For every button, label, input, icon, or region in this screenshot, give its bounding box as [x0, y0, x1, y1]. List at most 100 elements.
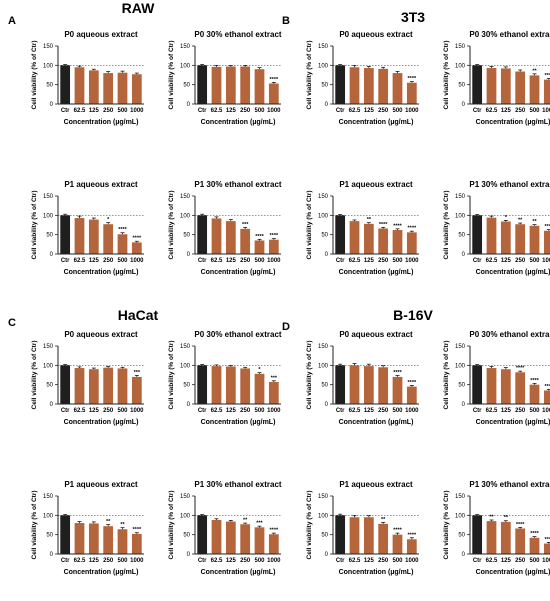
significance-marker: ** — [518, 218, 523, 224]
x-tick-label: 250 — [515, 558, 526, 564]
y-tick-label: 0 — [187, 102, 191, 108]
bar — [335, 515, 346, 554]
bar — [486, 368, 497, 404]
y-tick-label: 100 — [43, 513, 54, 519]
x-tick-label: 125 — [501, 558, 512, 564]
significance-marker: **** — [516, 366, 525, 372]
bar — [500, 521, 511, 554]
panel-letter: D — [282, 321, 290, 333]
bar — [543, 390, 550, 404]
y-tick-label: 150 — [455, 44, 466, 50]
bar — [225, 221, 236, 254]
significance-marker: **** — [408, 226, 417, 232]
y-tick-label: 0 — [462, 552, 466, 558]
bar — [60, 215, 71, 254]
bar — [74, 368, 85, 404]
bar — [211, 366, 222, 404]
bar — [486, 68, 497, 104]
x-axis-label: Concentration (µg/mL) — [64, 419, 139, 426]
y-tick-label: 150 — [43, 44, 54, 50]
x-tick-label: 1000 — [542, 558, 550, 564]
panel-title: P0 30% ethanol extract — [194, 30, 281, 39]
bar — [268, 239, 279, 254]
bar — [88, 523, 99, 554]
y-tick-label: 50 — [183, 233, 190, 239]
y-tick-label: 150 — [318, 194, 329, 200]
significance-marker: ** — [367, 217, 372, 223]
x-tick-label: 500 — [117, 408, 128, 414]
y-tick-label: 50 — [458, 533, 465, 539]
y-tick-label: 0 — [325, 552, 329, 558]
x-axis-label: Concentration (µg/mL) — [339, 569, 414, 576]
y-axis-label: Cell viability (% of Ctr) — [168, 341, 175, 410]
x-tick-label: 250 — [240, 408, 251, 414]
bar — [515, 71, 526, 104]
y-tick-label: 50 — [46, 383, 53, 389]
x-tick-label: 1000 — [542, 258, 550, 264]
bar — [472, 365, 483, 404]
significance-marker: ** — [532, 219, 537, 225]
significance-marker: **** — [545, 73, 550, 79]
y-tick-label: 50 — [183, 83, 190, 89]
x-tick-label: Ctr — [473, 108, 482, 114]
y-tick-label: 100 — [180, 213, 191, 219]
x-tick-label: 62.5 — [211, 108, 223, 114]
x-tick-label: 500 — [529, 558, 540, 564]
x-tick-label: Ctr — [61, 408, 70, 414]
panel-title: P0 30% ethanol extract — [469, 30, 550, 39]
x-tick-label: 1000 — [267, 408, 281, 414]
x-tick-label: 125 — [501, 108, 512, 114]
panel-title: P1 30% ethanol extract — [469, 480, 550, 489]
x-tick-label: 125 — [364, 258, 375, 264]
bar — [378, 68, 389, 104]
x-tick-label: 1000 — [405, 258, 419, 264]
bar — [486, 217, 497, 254]
x-tick-label: 62.5 — [349, 558, 361, 564]
x-tick-label: Ctr — [336, 558, 345, 564]
x-tick-label: 62.5 — [349, 258, 361, 264]
x-tick-label: 500 — [529, 258, 540, 264]
x-tick-label: 250 — [240, 108, 251, 114]
y-tick-label: 0 — [325, 102, 329, 108]
y-tick-label: 50 — [183, 383, 190, 389]
bar — [268, 534, 279, 554]
y-tick-label: 0 — [187, 252, 191, 258]
x-tick-label: 62.5 — [74, 408, 86, 414]
panel-title: P1 aqueous extract — [339, 180, 413, 189]
x-tick-label: 1000 — [130, 108, 144, 114]
bar — [529, 75, 540, 104]
y-tick-label: 150 — [318, 344, 329, 350]
significance-marker: ** — [243, 518, 248, 524]
x-axis-label: Concentration (µg/mL) — [476, 569, 550, 576]
y-tick-label: 150 — [180, 494, 191, 500]
bar — [103, 73, 114, 104]
y-tick-label: 50 — [46, 83, 53, 89]
bar — [254, 373, 265, 404]
panel-letter: C — [8, 317, 16, 329]
bar — [60, 515, 71, 554]
x-tick-label: 62.5 — [211, 558, 223, 564]
y-tick-label: 100 — [455, 213, 466, 219]
significance-marker: **** — [133, 527, 142, 533]
bar — [225, 366, 236, 404]
y-tick-label: 0 — [50, 252, 54, 258]
bar — [240, 368, 251, 404]
y-axis-label: Cell viability (% of Ctr) — [31, 41, 38, 110]
significance-marker: ** — [504, 515, 509, 521]
x-tick-label: 125 — [501, 408, 512, 414]
x-axis-label: Concentration (µg/mL) — [201, 119, 276, 126]
x-tick-label: 1000 — [405, 558, 419, 564]
x-tick-label: 250 — [515, 258, 526, 264]
bar — [103, 367, 114, 404]
x-tick-label: 125 — [501, 258, 512, 264]
y-tick-label: 100 — [180, 63, 191, 69]
panel-title: P0 aqueous extract — [64, 30, 138, 39]
y-axis-label: Cell viability (% of Ctr) — [306, 491, 313, 560]
y-tick-label: 50 — [46, 233, 53, 239]
bar — [103, 224, 114, 254]
x-tick-label: 125 — [226, 258, 237, 264]
y-tick-label: 0 — [50, 402, 54, 408]
significance-marker: **** — [530, 378, 539, 384]
bar — [406, 539, 417, 554]
x-tick-label: 250 — [515, 408, 526, 414]
